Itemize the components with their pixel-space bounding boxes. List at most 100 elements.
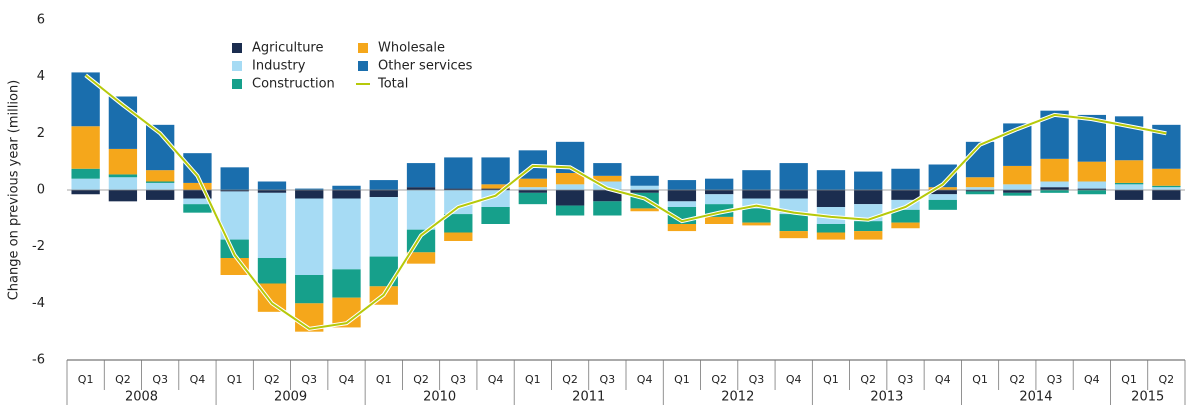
bar-segment — [965, 141, 995, 178]
bar-segment — [630, 208, 659, 212]
year-label: 2013 — [870, 390, 903, 405]
bar-segment — [332, 185, 361, 190]
bar-segment — [854, 190, 883, 205]
x-tick-label: Q3 — [600, 373, 616, 386]
bar-segment — [593, 175, 622, 182]
bar-segment — [1152, 190, 1181, 200]
x-tick-label: Q2 — [860, 373, 876, 386]
bar-segment — [108, 177, 138, 190]
year-label: 2010 — [423, 390, 456, 405]
legend-swatch — [232, 43, 242, 53]
bar-segment — [481, 157, 510, 185]
bar-segment — [481, 184, 510, 189]
bar-segment — [816, 170, 846, 190]
year-label: 2015 — [1131, 390, 1164, 405]
x-tick-label: Q3 — [450, 373, 466, 386]
y-tick-label: 2 — [37, 126, 45, 141]
bar-segment — [593, 181, 622, 190]
bar-segment — [71, 72, 100, 127]
y-tick-label: -4 — [32, 296, 45, 311]
bar-segment — [854, 221, 883, 232]
year-label: 2014 — [1019, 390, 1052, 405]
bar-segment — [257, 192, 287, 258]
bar-segment — [965, 191, 995, 195]
legend-swatch — [358, 61, 368, 71]
bar-segment — [555, 173, 585, 185]
bar-segment — [928, 190, 957, 195]
bar-segment — [1077, 161, 1106, 182]
bar-segment — [257, 181, 287, 190]
bar-segment — [332, 269, 361, 298]
legend-label: Total — [377, 77, 408, 92]
bar-segment — [891, 168, 920, 190]
y-tick-label: -6 — [32, 353, 45, 368]
bar-segment — [630, 175, 659, 186]
bar-segment — [742, 222, 771, 226]
bar-segment — [667, 180, 697, 190]
x-tick-label: Q2 — [562, 373, 578, 386]
bar-segment — [965, 177, 995, 188]
bar-segment — [593, 190, 622, 202]
bar-segment — [1003, 190, 1032, 193]
bar-segment — [1040, 181, 1069, 188]
bar-segment — [1077, 190, 1106, 195]
x-tick-label: Q3 — [749, 373, 765, 386]
x-tick-label: Q1 — [78, 373, 94, 386]
bar-segment — [1040, 190, 1069, 193]
bar-segment — [108, 174, 138, 178]
x-tick-label: Q4 — [786, 373, 802, 386]
bar-segment — [705, 190, 734, 195]
bar-segment — [220, 167, 249, 190]
bar-segment — [295, 190, 324, 199]
x-tick-label: Q1 — [525, 373, 541, 386]
x-tick-label: Q3 — [898, 373, 914, 386]
bar-segment — [555, 190, 585, 206]
bar-segment — [742, 208, 771, 223]
bar-segment — [183, 198, 212, 205]
bar-segment — [369, 180, 398, 190]
x-tick-label: Q2 — [115, 373, 131, 386]
x-tick-label: Q3 — [152, 373, 168, 386]
bar-segment — [667, 190, 697, 202]
bar-segment — [667, 201, 697, 207]
x-tick-label: Q2 — [711, 373, 727, 386]
bar-segment — [1040, 187, 1069, 190]
bar-segment — [928, 199, 957, 210]
x-tick-label: Q1 — [1121, 373, 1137, 386]
bar-segment — [1003, 184, 1032, 190]
bar-segment — [1077, 181, 1106, 189]
bar-segment — [965, 187, 995, 190]
bar-segment — [854, 231, 883, 240]
bar-segment — [779, 231, 808, 239]
x-tick-label: Q2 — [1159, 373, 1175, 386]
x-tick-label: Q1 — [376, 373, 392, 386]
bar-segment — [444, 232, 473, 241]
x-tick-label: Q1 — [674, 373, 690, 386]
bar-segment — [891, 190, 920, 200]
y-tick-label: -2 — [32, 239, 45, 254]
bar-segment — [257, 258, 287, 284]
x-tick-label: Q2 — [264, 373, 280, 386]
bar-segment — [481, 207, 510, 224]
x-tick-label: Q1 — [227, 373, 243, 386]
bar-segment — [183, 190, 212, 199]
bar-segment — [71, 178, 100, 190]
bar-segment — [108, 190, 138, 202]
x-tick-label: Q4 — [1084, 373, 1100, 386]
bar-segment — [854, 171, 883, 190]
bar-segment — [1152, 187, 1181, 190]
bar-segment — [146, 181, 175, 183]
legend-swatch — [358, 43, 368, 53]
year-label: 2009 — [274, 390, 307, 405]
bar-segment — [518, 190, 547, 193]
x-tick-label: Q3 — [1047, 373, 1063, 386]
bar-segment — [1114, 182, 1144, 185]
bar-segment — [295, 275, 324, 304]
bar-segment — [779, 214, 808, 232]
bar-segment — [481, 188, 510, 190]
bar-segment — [667, 224, 697, 232]
bar-segment — [71, 126, 100, 169]
bar-segment — [779, 163, 808, 190]
total-line — [85, 74, 1167, 330]
bar-segment — [444, 188, 473, 190]
